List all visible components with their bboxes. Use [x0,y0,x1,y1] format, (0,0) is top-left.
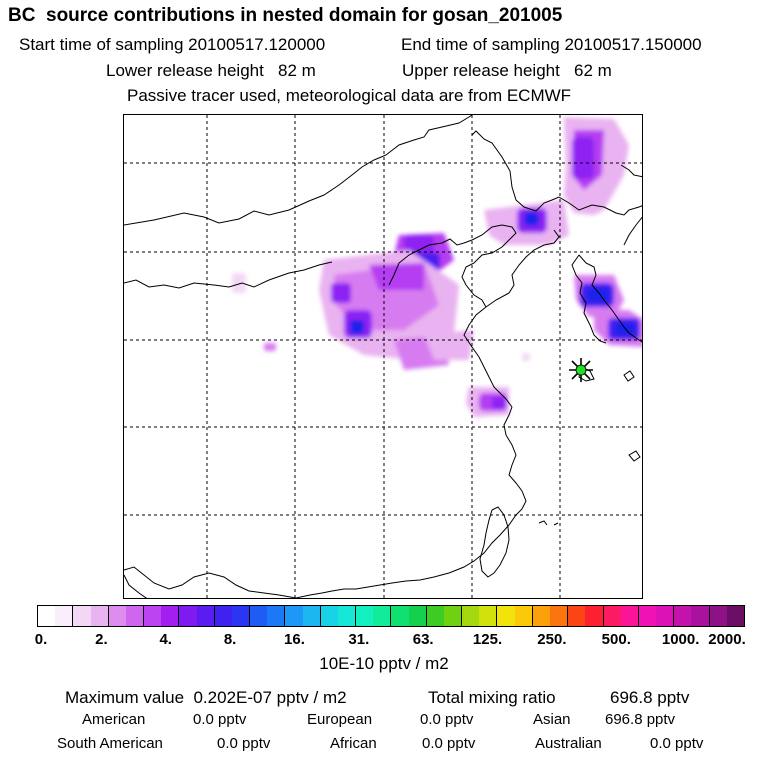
plume-patch [492,397,506,409]
colorbar-cell [443,606,462,626]
plume-patch [232,273,246,293]
start-time-label: Start time of sampling 20100517.120000 [19,35,326,54]
colorbar-cell [72,606,91,626]
plume-patch [350,320,364,334]
colorbar-tick-label: 250. [537,631,567,648]
colorbar-cell [514,606,532,626]
region-name: South American [57,735,163,752]
colorbar-cell [107,606,126,626]
colorbar-cell [408,606,426,626]
colorbar-cell [549,606,568,626]
colorbar-cell [38,606,56,626]
colorbar-cell [213,606,232,626]
colorbar-unit-label: 10E-10 pptv / m2 [319,654,449,673]
colorbar-cell [125,606,144,626]
colorbar-cell [267,606,285,626]
colorbar-tick-label: 0. [34,631,48,648]
region-name: African [330,735,377,752]
max-value-label: Maximum value 0.202E-07 pptv / m2 [65,688,347,707]
plume-patch [522,353,530,361]
colorbar-cell [143,606,162,626]
colorbar-tick-label: 31. [348,631,370,648]
colorbar-cell [284,606,303,626]
colorbar-cell [708,606,727,626]
colorbar-cell [302,606,320,626]
end-time-label: End time of sampling 20100517.150000 [401,35,702,54]
lower-release-label: Lower release height 82 m [106,61,316,80]
colorbar-cell [637,606,657,626]
region-value: 0.0 pptv [193,711,247,728]
graticule [124,115,642,598]
colorbar-cell [196,606,214,626]
colorbar-cell [726,606,744,626]
colorbar-cell [249,606,268,626]
region-name: American [82,711,146,728]
colorbar-cell [355,606,374,626]
colorbar-cell [425,606,444,626]
colorbar-cell [567,606,586,626]
map-panel [123,114,643,599]
colorbar-cell [585,606,603,626]
colorbar-tick-label: 2. [95,631,108,648]
colorbar-tick-label: 2000. [708,631,746,648]
colorbar-cell [479,606,497,626]
plume-patch [524,212,539,226]
total-mixing-label: Total mixing ratio [428,688,556,707]
map-title: BC source contributions in nested domain… [8,5,563,26]
colorbar-cell [390,606,409,626]
asterisk-star-icon [569,358,593,382]
plume-patch [614,322,636,336]
plume-patch [264,343,276,351]
colorbar-cell [55,606,73,626]
colorbar-cell [691,606,709,626]
plume-patch [331,283,351,303]
colorbar-cell [231,606,250,626]
colorbar-tick-label: 125. [472,631,503,648]
colorbar-cell [161,606,179,626]
region-value: 0.0 pptv [420,711,474,728]
region-name: European [307,711,373,728]
colorbar-tick-label: 1000. [661,631,700,648]
colorbar-cell [620,606,638,626]
upper-release-label: Upper release height 62 m [402,61,612,80]
colorbar-cell [673,606,692,626]
colorbar-cell [337,606,356,626]
total-mixing-value: 696.8 pptv [610,688,690,707]
region-name: Australian [535,735,602,752]
region-name: Asian [533,711,571,728]
concentration-field [232,117,642,417]
region-value: 0.0 pptv [650,735,704,752]
colorbar-cell [373,606,391,626]
tracer-info-label: Passive tracer used, meteorological data… [127,86,572,105]
colorbar-tick-label: 4. [159,631,172,648]
plume-patch [369,263,424,290]
coastline-layer [124,115,642,598]
plume-patch [586,287,610,303]
colorbar-tick-label: 63. [412,631,434,648]
colorbar-cell [319,606,338,626]
colorbar-tick-label: 8. [223,631,237,648]
region-value: 0.0 pptv [422,735,476,752]
region-value: 0.0 pptv [217,735,271,752]
colorbar-cell [178,606,197,626]
colorbar-cell [656,606,674,626]
colorbar-cell [461,606,480,626]
region-value: 696.8 pptv [605,711,676,728]
map-canvas [124,115,642,598]
colorbar-cell [90,606,108,626]
colorbar-tick-label: 500. [601,631,631,648]
colorbar-tick-label: 16. [284,631,305,648]
plume-patch [572,137,594,179]
colorbar-cell [496,606,515,626]
colorbar-cell [531,606,550,626]
plume-patch [424,330,474,360]
colorbar [37,605,745,627]
colorbar-cell [602,606,621,626]
